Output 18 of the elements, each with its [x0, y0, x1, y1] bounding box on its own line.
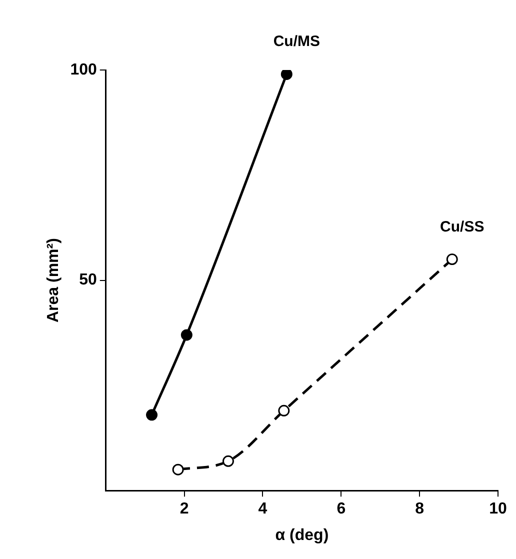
point [278, 404, 290, 416]
x-tick-label: 4 [258, 500, 268, 518]
y-tick-label: 50 [79, 272, 97, 289]
point [280, 70, 292, 80]
point [222, 455, 234, 467]
x-tick-label: 10 [489, 500, 507, 518]
series-label: Cu/SS [440, 218, 484, 236]
series-label: Cu/MS [273, 33, 320, 50]
x-tick-label: 8 [415, 500, 424, 518]
x-axis-title: α (deg) [275, 526, 329, 544]
point [180, 329, 192, 341]
point [446, 254, 458, 266]
point [146, 409, 158, 421]
x-tick-label: 2 [180, 500, 189, 518]
y-tick-label: 100 [70, 61, 97, 78]
x-tick-label: 6 [336, 500, 346, 518]
y-axis-title: Area (mm²) [45, 238, 62, 323]
point [172, 464, 184, 476]
